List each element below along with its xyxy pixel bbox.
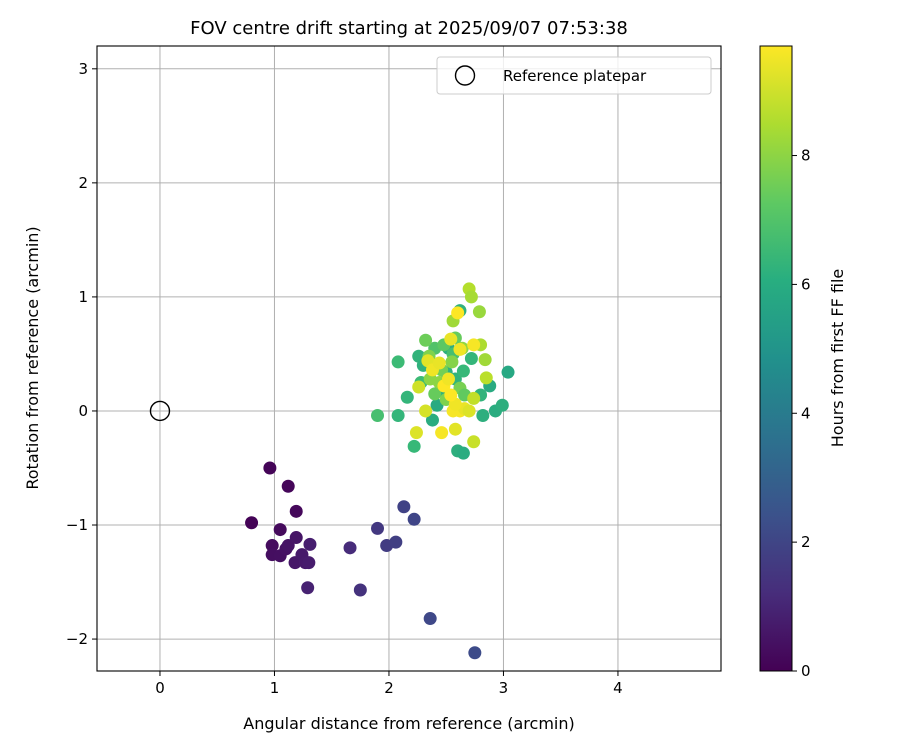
scatter-point (468, 646, 482, 660)
colorbar-tick-label: 6 (801, 275, 811, 293)
scatter-point (444, 388, 458, 402)
grid-lines (97, 46, 721, 671)
scatter-point (409, 426, 423, 440)
scatter-points (245, 282, 515, 660)
scatter-point (444, 332, 458, 346)
x-axis-label: Angular distance from reference (arcmin) (243, 714, 574, 733)
colorbar (759, 45, 793, 672)
scatter-point (407, 512, 421, 526)
scatter-point (479, 371, 493, 385)
legend-box (436, 56, 712, 95)
colorbar-ticks: 0 2 4 6 8 (792, 147, 811, 680)
scatter-point (353, 583, 367, 597)
scatter-point (301, 581, 315, 595)
scatter-point (501, 365, 515, 379)
scatter-point (456, 364, 470, 378)
scatter-point (472, 305, 486, 319)
scatter-point (281, 479, 295, 493)
scatter-point (456, 446, 470, 460)
scatter-point (478, 353, 492, 367)
scatter-point (467, 338, 481, 352)
scatter-point (453, 342, 467, 356)
chart-title: FOV centre drift starting at 2025/09/07 … (190, 18, 628, 39)
scatter-point (462, 404, 476, 418)
reference-platepar-marker (149, 400, 171, 422)
scatter-point (432, 356, 446, 370)
scatter-point (391, 409, 405, 423)
scatter-point (419, 333, 433, 347)
scatter-point (451, 306, 465, 320)
legend: Reference platepar (436, 56, 712, 95)
scatter-point (273, 523, 287, 537)
y-tick-label: −1 (66, 516, 88, 534)
x-tick-label: 0 (155, 679, 165, 697)
scatter-point (448, 422, 462, 436)
scatter-point (445, 355, 459, 369)
colorbar-tick-label: 8 (801, 147, 811, 165)
scatter-point (389, 535, 403, 549)
y-tick-label: 3 (78, 60, 88, 78)
x-tick-label: 4 (613, 679, 623, 697)
legend-marker-open-circle (454, 65, 476, 86)
scatter-point (467, 435, 481, 449)
scatter-point (425, 413, 439, 427)
colorbar-tick-label: 2 (801, 533, 811, 551)
y-tick-label: −2 (66, 630, 88, 648)
y-axis-ticks: −2 −1 0 1 2 3 (66, 60, 97, 648)
scatter-point (464, 290, 478, 304)
scatter-point (400, 390, 414, 404)
scatter-point (467, 391, 481, 405)
scatter-point (343, 541, 357, 555)
colorbar-label: Hours from first FF file (828, 269, 847, 448)
scatter-point (495, 398, 509, 412)
scatter-point (371, 409, 385, 423)
y-axis-label: Rotation from reference (arcmin) (23, 226, 42, 489)
scatter-point (397, 500, 411, 514)
x-tick-label: 3 (499, 679, 509, 697)
scatter-point (281, 539, 295, 553)
scatter-point (289, 504, 303, 518)
x-tick-label: 2 (384, 679, 394, 697)
scatter-point (464, 352, 478, 365)
scatter-point (391, 355, 405, 369)
scatter-point (442, 372, 456, 386)
scatter-point (423, 612, 437, 626)
colorbar-tick-label: 4 (801, 404, 811, 422)
scatter-point (303, 537, 317, 551)
scatter-point (371, 521, 385, 535)
plot-area-frame (96, 45, 722, 672)
legend-label: Reference platepar (503, 67, 647, 85)
scatter-point (428, 387, 442, 401)
colorbar-tick-label: 0 (801, 662, 811, 680)
scatter-point (476, 409, 490, 423)
scatter-point (407, 439, 421, 453)
x-axis-ticks: 0 1 2 3 4 (155, 671, 623, 697)
scatter-point (265, 539, 279, 553)
y-tick-label: 2 (78, 174, 88, 192)
x-tick-label: 1 (270, 679, 280, 697)
scatter-point (289, 531, 303, 545)
y-tick-label: 1 (78, 288, 88, 306)
scatter-point (263, 461, 277, 475)
scatter-point (412, 380, 426, 394)
y-tick-label: 0 (78, 402, 88, 420)
scatter-point (245, 516, 259, 530)
scatter-point (435, 426, 449, 440)
scatter-point (302, 556, 316, 570)
scatter-point (419, 404, 433, 418)
